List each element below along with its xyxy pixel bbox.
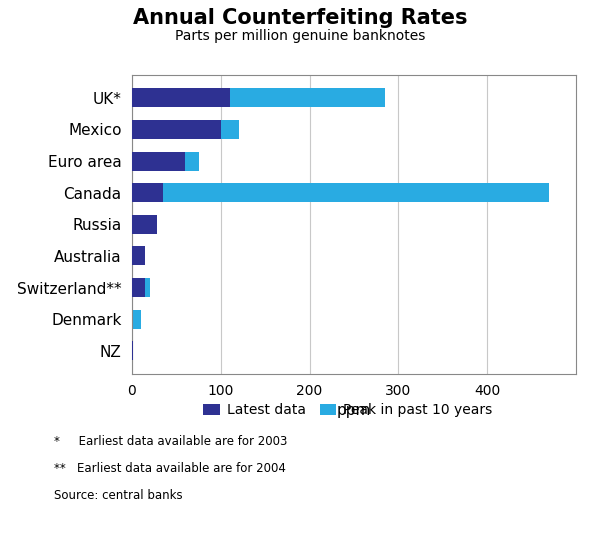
Text: Annual Counterfeiting Rates: Annual Counterfeiting Rates — [133, 8, 467, 28]
Bar — [132, 183, 163, 202]
Bar — [132, 88, 230, 107]
Bar — [132, 278, 150, 297]
Bar — [132, 120, 221, 139]
Text: *     Earliest data available are for 2003: * Earliest data available are for 2003 — [54, 435, 287, 448]
X-axis label: ppm: ppm — [337, 403, 371, 418]
Bar — [132, 246, 145, 265]
Bar — [132, 152, 199, 170]
Text: Parts per million genuine banknotes: Parts per million genuine banknotes — [175, 29, 425, 43]
Bar — [132, 152, 185, 170]
Bar — [132, 310, 141, 328]
Text: Source: central banks: Source: central banks — [54, 489, 182, 501]
Bar — [132, 341, 133, 360]
Bar — [132, 278, 145, 297]
Bar — [132, 120, 239, 139]
Bar — [132, 88, 385, 107]
Text: **   Earliest data available are for 2004: ** Earliest data available are for 2004 — [54, 462, 286, 475]
Legend: Latest data, Peak in past 10 years: Latest data, Peak in past 10 years — [198, 398, 498, 423]
Bar — [132, 215, 157, 234]
Bar — [132, 183, 550, 202]
